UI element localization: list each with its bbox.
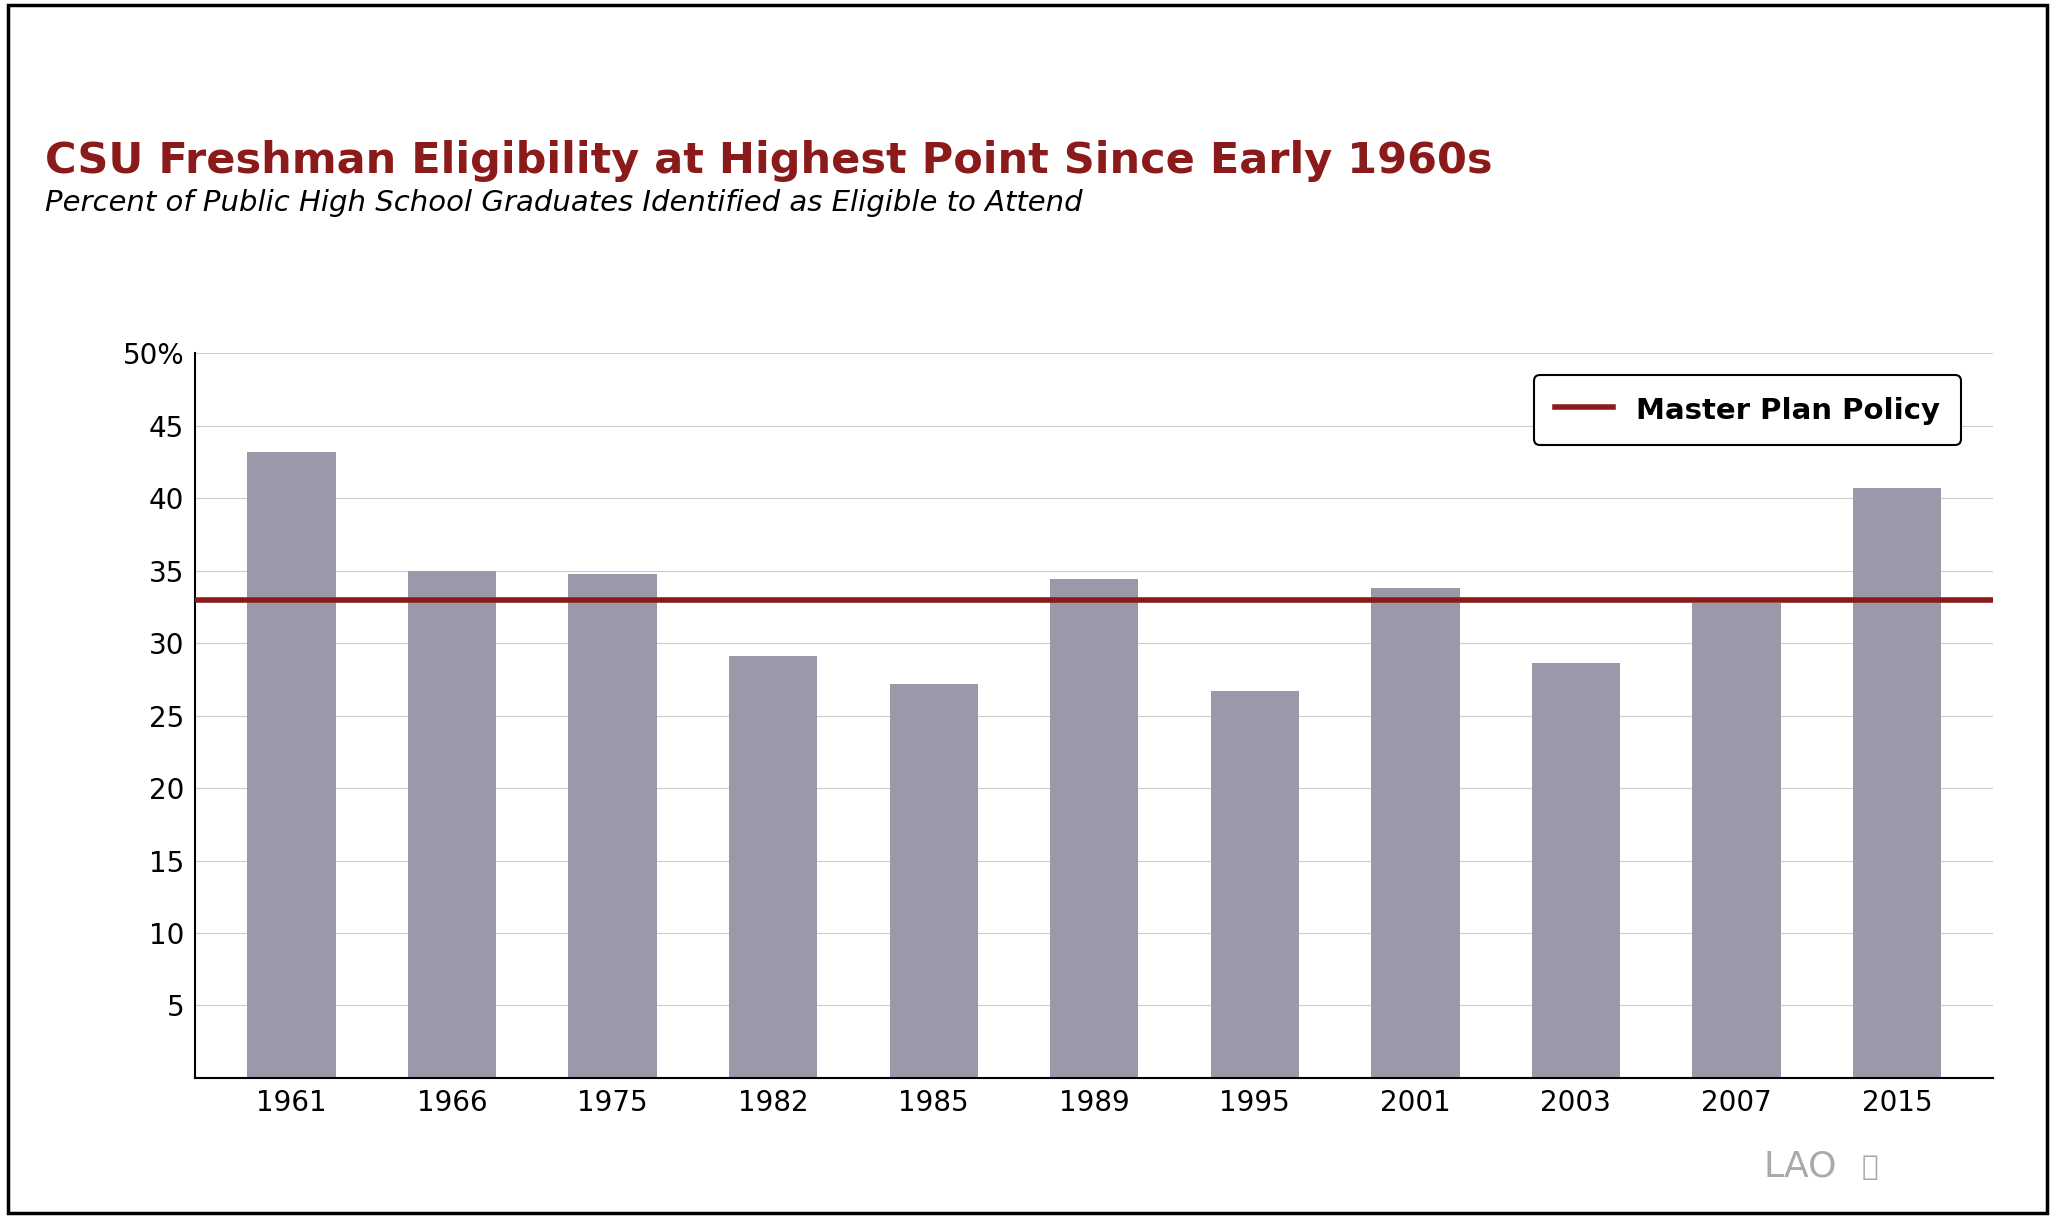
Bar bbox=[1371, 588, 1459, 1078]
Bar bbox=[730, 657, 818, 1078]
Bar bbox=[247, 452, 335, 1078]
Bar bbox=[409, 570, 495, 1078]
Bar bbox=[1854, 488, 1942, 1078]
Bar bbox=[1210, 691, 1299, 1078]
Text: CSU Freshman Eligibility at Highest Point Since Early 1960s: CSU Freshman Eligibility at Highest Poin… bbox=[45, 140, 1492, 181]
Bar bbox=[1693, 603, 1780, 1078]
Bar bbox=[1050, 580, 1138, 1078]
Text: Percent of Public High School Graduates Identified as Eligible to Attend: Percent of Public High School Graduates … bbox=[45, 189, 1083, 217]
Bar bbox=[1531, 664, 1619, 1078]
Text: Figure 2: Figure 2 bbox=[39, 55, 189, 86]
Text: LAO: LAO bbox=[1763, 1150, 1837, 1184]
Legend: Master Plan Policy: Master Plan Policy bbox=[1535, 375, 1960, 445]
Text: 🏛: 🏛 bbox=[1862, 1153, 1878, 1180]
Bar bbox=[890, 683, 978, 1078]
Bar bbox=[569, 574, 658, 1078]
